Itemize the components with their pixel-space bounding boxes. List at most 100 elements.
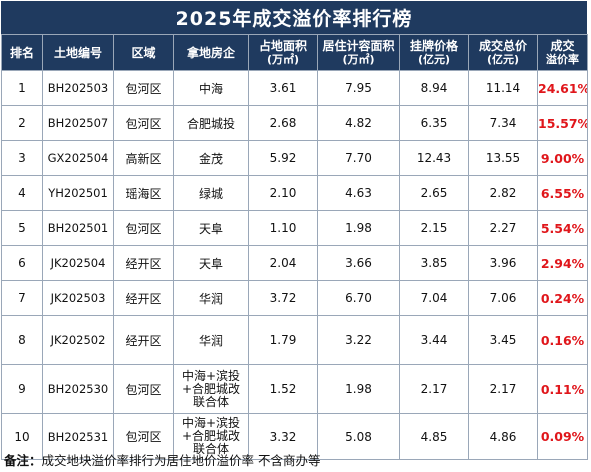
cell-land-area: 2.04 [248, 245, 318, 281]
col-header-developer: 拿地房企 [173, 34, 249, 71]
cell-list-price: 8.94 [399, 70, 469, 106]
cell-res-area: 4.82 [317, 105, 400, 141]
col-header-district: 区域 [113, 34, 174, 71]
cell-rank: 5 [1, 210, 43, 246]
cell-land-area: 2.68 [248, 105, 318, 141]
cell-total-price: 3.45 [468, 315, 538, 365]
cell-land-area: 5.92 [248, 140, 318, 176]
cell-land-area: 3.61 [248, 70, 318, 106]
cell-land-area: 3.72 [248, 280, 318, 316]
table-row: 9 BH202530 包河区 中海+滨投 +合肥城改 联合体 1.52 1.98… [1, 364, 588, 414]
cell-district: 经开区 [113, 280, 174, 316]
cell-premium: 0.24% [537, 280, 588, 316]
cell-district: 高新区 [113, 140, 174, 176]
cell-land-area: 1.10 [248, 210, 318, 246]
cell-list-price: 4.85 [399, 413, 469, 460]
footnote-text: 成交地块溢价率排行为居住地价溢价率 不含商办等 [41, 453, 321, 468]
cell-premium: 0.16% [537, 315, 588, 365]
cell-list-price: 12.43 [399, 140, 469, 176]
footnote-label: 备注： [4, 453, 42, 468]
cell-res-area: 7.95 [317, 70, 400, 106]
cell-rank: 10 [1, 413, 43, 460]
cell-total-price: 3.96 [468, 245, 538, 281]
cell-res-area: 1.98 [317, 364, 400, 414]
cell-list-price: 2.17 [399, 364, 469, 414]
developer-line: +合肥城改 [181, 381, 241, 396]
cell-code: BH202531 [42, 413, 114, 460]
cell-total-price: 7.34 [468, 105, 538, 141]
col-header-code: 土地编号 [42, 34, 114, 71]
cell-land-area: 3.32 [248, 413, 318, 460]
col-header-list-price: 挂牌价格 (亿元) [399, 34, 469, 71]
cell-rank: 4 [1, 175, 43, 211]
table-row: 3 GX202504 高新区 金茂 5.92 7.70 12.43 13.55 … [1, 140, 588, 176]
cell-res-area: 6.70 [317, 280, 400, 316]
ranking-table: 排名 土地编号 区域 拿地房企 占地面积 (万㎡) 居住计容面积 (万㎡) 挂牌… [1, 34, 588, 460]
developer-line: 联合体 [192, 442, 229, 456]
cell-district: 经开区 [113, 315, 174, 365]
cell-list-price: 3.85 [399, 245, 469, 281]
cell-premium: 15.57% [537, 105, 588, 141]
cell-res-area: 3.22 [317, 315, 400, 365]
cell-code: BH202501 [42, 210, 114, 246]
col-header-total-price: 成交总价 (亿元) [468, 34, 538, 71]
col-header-rank: 排名 [1, 34, 43, 71]
col-header-res-area-label: 居住计容面积 [322, 38, 395, 53]
developer-line: 联合体 [192, 394, 229, 409]
col-header-land-area: 占地面积 (万㎡) [248, 34, 318, 71]
col-header-res-area-unit: (万㎡) [342, 52, 375, 66]
cell-developer: 华润 [173, 280, 249, 316]
cell-rank: 3 [1, 140, 43, 176]
table-row: 2 BH202507 包河区 合肥城投 2.68 4.82 6.35 7.34 … [1, 105, 588, 141]
table-row: 7 JK202503 经开区 华润 3.72 6.70 7.04 7.06 0.… [1, 280, 588, 316]
col-header-total-price-unit: (亿元) [486, 52, 520, 66]
cell-code: GX202504 [42, 140, 114, 176]
cell-total-price: 2.27 [468, 210, 538, 246]
col-header-res-area: 居住计容面积 (万㎡) [317, 34, 400, 71]
table-row: 6 JK202504 经开区 天阜 2.04 3.66 3.85 3.96 2.… [1, 245, 588, 281]
cell-premium: 0.11% [537, 364, 588, 414]
cell-res-area: 4.63 [317, 175, 400, 211]
cell-res-area: 7.70 [317, 140, 400, 176]
cell-developer: 中海+滨投 +合肥城改 联合体 [173, 364, 249, 414]
cell-list-price: 2.65 [399, 175, 469, 211]
cell-total-price: 7.06 [468, 280, 538, 316]
cell-code: BH202503 [42, 70, 114, 106]
cell-list-price: 6.35 [399, 105, 469, 141]
cell-developer: 绿城 [173, 175, 249, 211]
cell-rank: 9 [1, 364, 43, 414]
developer-line: 中海+滨投 [181, 368, 241, 383]
col-header-premium-label-2: 溢价率 [546, 52, 579, 66]
cell-district: 经开区 [113, 245, 174, 281]
cell-rank: 6 [1, 245, 43, 281]
cell-code: YH202501 [42, 175, 114, 211]
cell-total-price: 2.17 [468, 364, 538, 414]
table-header-row: 排名 土地编号 区域 拿地房企 占地面积 (万㎡) 居住计容面积 (万㎡) 挂牌… [1, 34, 588, 71]
cell-developer: 华润 [173, 315, 249, 365]
cell-district: 包河区 [113, 70, 174, 106]
ranking-table-body: 1 BH202503 包河区 中海 3.61 7.95 8.94 11.14 2… [1, 70, 588, 460]
cell-list-price: 7.04 [399, 280, 469, 316]
cell-district: 包河区 [113, 105, 174, 141]
cell-premium: 2.94% [537, 245, 588, 281]
cell-rank: 1 [1, 70, 43, 106]
cell-total-price: 4.86 [468, 413, 538, 460]
cell-land-area: 1.79 [248, 315, 318, 365]
col-header-land-area-unit: (万㎡) [266, 52, 300, 66]
cell-rank: 7 [1, 280, 43, 316]
cell-district: 包河区 [113, 210, 174, 246]
cell-code: JK202502 [42, 315, 114, 365]
cell-premium: 0.09% [537, 413, 588, 460]
col-header-total-price-label: 成交总价 [478, 38, 527, 53]
cell-code: JK202504 [42, 245, 114, 281]
cell-list-price: 2.15 [399, 210, 469, 246]
cell-land-area: 1.52 [248, 364, 318, 414]
table-row: 8 JK202502 经开区 华润 1.79 3.22 3.44 3.45 0.… [1, 315, 588, 365]
cell-res-area: 5.08 [317, 413, 400, 460]
cell-district: 瑶海区 [113, 175, 174, 211]
cell-developer: 天阜 [173, 210, 249, 246]
cell-list-price: 3.44 [399, 315, 469, 365]
cell-premium: 5.54% [537, 210, 588, 246]
cell-developer: 中海 [173, 70, 249, 106]
